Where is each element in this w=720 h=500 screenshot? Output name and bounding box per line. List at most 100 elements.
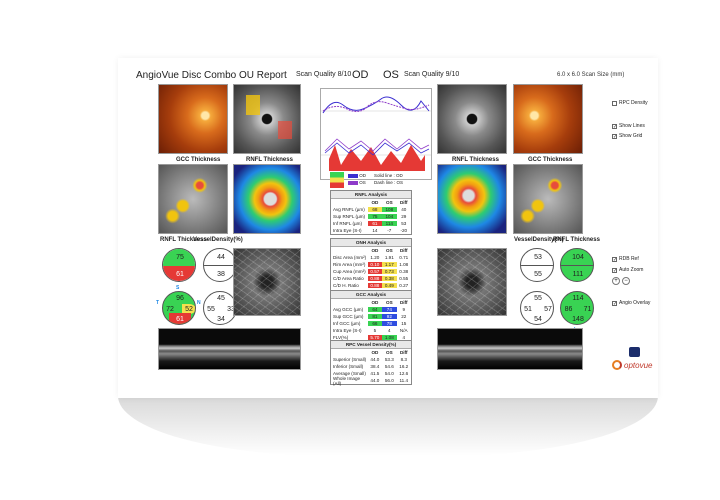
table-row: Inf RNFL (µm) 61 114 53 bbox=[333, 221, 407, 226]
normative-legend bbox=[330, 172, 344, 188]
auto-zoom-toggle[interactable]: ✓ Auto Zoom bbox=[612, 267, 644, 274]
od-vessel-inferior: 38 bbox=[217, 271, 225, 278]
table-row: Inf GCC (µm) 66 78 15 bbox=[333, 321, 407, 326]
os-vessel-hemi-circle[interactable]: 53 55 bbox=[520, 248, 554, 282]
os-rnfl-profile bbox=[324, 138, 430, 152]
table-header-row: OD OS Diff bbox=[371, 300, 408, 305]
rnfl-thickness-caption-od: RNFL Thickness bbox=[246, 157, 293, 163]
legend-solid: Solid line : OD bbox=[374, 173, 403, 178]
tsnit-svg bbox=[321, 96, 431, 171]
report-reflection bbox=[118, 396, 658, 456]
table-row: C/D Area Ratio 0.88 0.38 0.55 bbox=[333, 276, 409, 281]
os-swatch bbox=[348, 180, 358, 185]
zoom-in-icon[interactable]: + bbox=[612, 277, 620, 285]
zoom-out-icon[interactable]: − bbox=[622, 277, 630, 285]
os-vessel-quad-circle[interactable]: 55 51 57 54 bbox=[520, 291, 554, 325]
od-tsnit-line bbox=[322, 96, 430, 114]
rnfl-ref-toggle[interactable]: ✓ RDB Ref bbox=[612, 256, 639, 263]
os-label: OS bbox=[383, 69, 399, 81]
checkbox[interactable] bbox=[612, 100, 617, 106]
od-rnfl-quad-circle[interactable]: 96 72 52 61 bbox=[162, 291, 196, 325]
legend-od: OD bbox=[359, 173, 367, 178]
od-gcc-map[interactable] bbox=[158, 164, 228, 234]
od-rnfl-q-t: 72 bbox=[166, 305, 174, 313]
legend-dash: Dash line : OS bbox=[374, 180, 404, 185]
os-scan-quality: Scan Quality 9/10 bbox=[404, 71, 460, 78]
os-rnfl-quad-circle[interactable]: 114 86 71 148 bbox=[560, 291, 594, 325]
os-rnfl-q-t: 86 bbox=[564, 305, 573, 313]
table-row: FLV(%) 5.70 1.08 4 bbox=[333, 335, 406, 340]
os-rnfl-q-s: 114 bbox=[572, 294, 584, 302]
od-vessel-q-t: 55 bbox=[207, 305, 215, 313]
od-deviation-overlay bbox=[278, 121, 292, 139]
checkbox[interactable]: ✓ bbox=[612, 133, 618, 140]
chart-legend: OD OS Solid line : OD Dash line : OS bbox=[330, 172, 412, 188]
od-rnfl-q-s: 96 bbox=[176, 294, 184, 302]
os-vessel-q-s: 55 bbox=[534, 294, 542, 302]
table-row: Whole Image (All) 44.0 56.0 11.4 bbox=[333, 375, 409, 386]
compass-n: N bbox=[197, 300, 201, 306]
od-vessel-hemi-circle[interactable]: 44 38 bbox=[203, 248, 237, 282]
os-vessel-inferior: 55 bbox=[534, 271, 542, 278]
table-row: Inferior (Small) 38.4 54.6 16.2 bbox=[333, 364, 409, 369]
od-rnfl-map[interactable] bbox=[233, 164, 301, 234]
checkbox[interactable]: ✓ bbox=[612, 300, 618, 307]
onh-analysis-table: ONH Analysis OD OS Diff Disc Area (mm²) 1.2… bbox=[330, 238, 412, 297]
gcc-thickness-caption-os: GCC Thickness bbox=[528, 157, 573, 163]
rnfl-thickness-caption-os: RNFL Thickness bbox=[452, 157, 499, 163]
od-rnfl-profile bbox=[329, 145, 425, 171]
od-rnfl-deviation-image[interactable] bbox=[233, 84, 301, 154]
od-rnfl-q-n: 52 bbox=[182, 304, 195, 314]
show-grid-toggle[interactable]: ✓ Show Grid bbox=[612, 133, 643, 140]
os-bscan-image[interactable] bbox=[437, 328, 583, 370]
onh-table-title: ONH Analysis bbox=[331, 239, 411, 247]
od-label: OD bbox=[352, 69, 369, 81]
table-row: Intra Eye (S-I) 5 4 N/A bbox=[333, 328, 408, 333]
os-vessel-q-t: 51 bbox=[524, 305, 532, 313]
rpc-density-table: RPC Vessel Density(%) OD OS Diff Superior … bbox=[330, 340, 412, 386]
checkbox[interactable]: ✓ bbox=[612, 123, 618, 130]
od-vessel-superior: 44 bbox=[204, 249, 236, 266]
table-row: Intra Eye (S-I) 14 -7 -20 bbox=[333, 228, 408, 233]
os-vessel-q-n: 57 bbox=[544, 305, 552, 313]
scan-size: 6.0 x 6.0 Scan Size (mm) bbox=[557, 72, 625, 78]
os-rnfl-deviation-image[interactable] bbox=[437, 84, 507, 154]
os-rnfl-hemi-circle[interactable]: 104 111 bbox=[560, 248, 594, 282]
checkbox[interactable]: ✓ bbox=[612, 256, 618, 263]
os-vessel-density-caption: VesselDensity(%) bbox=[514, 237, 564, 243]
table-row: Disc Area (mm²) 1.20 1.91 0.71 bbox=[333, 255, 409, 260]
os-rnfl-q-i: 148 bbox=[572, 315, 584, 323]
table-row: Sup RNFL (µm) 75 104 29 bbox=[333, 214, 407, 219]
rpc-density-toggle[interactable]: RPC Density bbox=[612, 100, 648, 106]
od-vessel-density-caption: VesselDensity(%) bbox=[193, 237, 243, 243]
report-title: AngioVue Disc Combo OU Report bbox=[136, 70, 287, 81]
show-lines-toggle[interactable]: ✓ Show Lines bbox=[612, 123, 645, 130]
os-rnfl-map[interactable] bbox=[437, 164, 507, 234]
od-rnfl-superior: 75 bbox=[163, 249, 195, 266]
os-rnfl-superior: 104 bbox=[561, 249, 593, 266]
os-angio-image[interactable] bbox=[437, 248, 507, 316]
os-fundus-image[interactable] bbox=[513, 84, 583, 154]
od-fundus-image[interactable] bbox=[158, 84, 228, 154]
od-bscan-image[interactable] bbox=[158, 328, 301, 370]
od-rnfl-hemi-circle[interactable]: 75 61 bbox=[162, 248, 196, 282]
logo-swirl-icon bbox=[612, 360, 622, 370]
table-row: Rim Area (mm²) 0.10 1.17 1.08 bbox=[333, 262, 409, 267]
os-rnfl-q-n: 71 bbox=[583, 305, 592, 313]
os-rnfl-inferior: 111 bbox=[572, 271, 584, 278]
os-gcc-map[interactable] bbox=[513, 164, 583, 234]
gcc-table-title: GCC Analysis bbox=[331, 291, 411, 299]
od-rnfl-profile-line bbox=[324, 142, 430, 156]
checkbox[interactable]: ✓ bbox=[612, 267, 618, 274]
gcc-thickness-caption-od: GCC Thickness bbox=[176, 157, 221, 163]
device-badge-icon bbox=[629, 347, 640, 357]
od-rnfl-inferior: 61 bbox=[163, 266, 195, 281]
angio-overlay-toggle[interactable]: ✓ Angio Overlay bbox=[612, 300, 651, 307]
od-angio-image[interactable] bbox=[233, 248, 301, 316]
os-vessel-q-i: 54 bbox=[534, 315, 542, 323]
table-header-row: OD OS Diff bbox=[371, 350, 408, 355]
od-vessel-quad-circle[interactable]: 45 55 33 34 bbox=[203, 291, 237, 325]
os-vessel-superior: 53 bbox=[521, 249, 553, 266]
tsnit-chart bbox=[320, 88, 432, 180]
optovue-logo: optovue bbox=[612, 360, 652, 370]
